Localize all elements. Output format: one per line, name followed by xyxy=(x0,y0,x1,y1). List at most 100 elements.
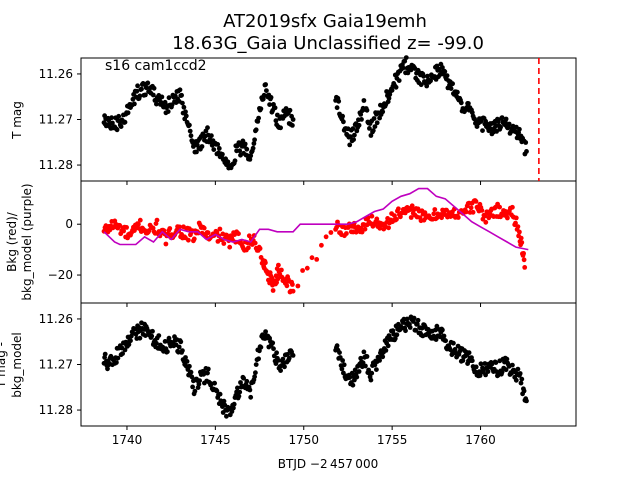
data-point xyxy=(244,146,250,152)
bkg-point xyxy=(521,251,526,256)
data-point xyxy=(156,333,162,338)
data-point xyxy=(510,362,515,368)
data-point xyxy=(433,327,438,333)
data-point xyxy=(367,125,372,131)
bkg-point xyxy=(121,228,126,234)
bkg-point xyxy=(290,282,295,287)
bkg-point xyxy=(124,225,129,230)
data-point xyxy=(369,370,375,376)
data-point xyxy=(205,370,210,376)
data-point xyxy=(523,140,529,145)
bkg-point xyxy=(217,226,223,232)
data-point xyxy=(237,148,243,154)
bkg-model-line xyxy=(103,187,529,251)
chart-title-line1: AT2019sfx Gaia19emh xyxy=(223,11,427,32)
data-point xyxy=(183,355,188,360)
data-point xyxy=(498,124,503,130)
data-point xyxy=(451,340,456,346)
bkg-point xyxy=(396,206,401,212)
data-point xyxy=(225,159,231,165)
data-point xyxy=(380,109,386,115)
data-point xyxy=(165,349,170,355)
data-point xyxy=(524,149,529,154)
data-point xyxy=(356,369,362,374)
data-point xyxy=(271,346,276,352)
data-point xyxy=(205,366,211,372)
data-point xyxy=(374,120,380,126)
data-point xyxy=(421,73,426,79)
bkg-point xyxy=(468,205,474,211)
data-point xyxy=(363,363,368,369)
bkg-point xyxy=(473,199,479,204)
data-point xyxy=(503,116,509,122)
data-point xyxy=(482,361,488,366)
bkg-point xyxy=(394,216,399,222)
data-point xyxy=(347,375,353,380)
bkg-point xyxy=(517,229,522,235)
bkg-point xyxy=(513,220,518,226)
data-point xyxy=(105,366,110,372)
data-point xyxy=(248,153,254,159)
data-point xyxy=(473,364,479,370)
data-point xyxy=(444,73,450,78)
data-point xyxy=(256,356,261,362)
data-point xyxy=(359,117,364,122)
data-point xyxy=(386,95,392,101)
data-point xyxy=(448,86,454,91)
data-point xyxy=(474,124,480,129)
bkg-point xyxy=(201,225,207,231)
data-point xyxy=(253,127,259,133)
data-point xyxy=(394,332,400,338)
bkg-point xyxy=(392,213,397,219)
data-point xyxy=(166,95,172,101)
bottom-ylabel-line2: bkg_model xyxy=(10,332,24,398)
bkg-point xyxy=(284,283,290,289)
data-point xyxy=(122,347,128,353)
data-point xyxy=(356,122,362,128)
bkg-point xyxy=(513,215,519,221)
data-point xyxy=(224,413,229,419)
bkg-point xyxy=(186,237,191,243)
bkg-point xyxy=(269,275,275,281)
data-point xyxy=(258,106,264,112)
data-point xyxy=(350,126,356,132)
x-tick-label: 1750 xyxy=(288,433,319,447)
bkg-point xyxy=(359,229,365,235)
x-tick-label: 1760 xyxy=(465,433,496,447)
data-point xyxy=(176,344,182,350)
data-point xyxy=(125,110,131,116)
bkg-point xyxy=(136,221,141,227)
data-point xyxy=(268,95,274,100)
data-point xyxy=(466,101,471,106)
y-tick-label: 11.28 xyxy=(39,403,73,417)
bkg-point xyxy=(518,235,524,241)
data-point xyxy=(183,113,189,119)
data-point xyxy=(518,380,524,386)
data-point xyxy=(263,82,268,87)
data-point xyxy=(215,142,221,147)
bkg-point xyxy=(167,226,173,231)
bkg-point xyxy=(407,207,413,213)
data-point xyxy=(334,343,340,349)
bkg-point xyxy=(463,209,469,215)
data-point xyxy=(339,366,345,372)
data-point xyxy=(159,94,165,100)
data-point xyxy=(392,336,398,341)
data-point xyxy=(187,122,192,128)
bkg-point xyxy=(323,234,329,240)
data-point xyxy=(122,119,128,125)
data-point xyxy=(165,109,171,114)
bkg-point xyxy=(319,242,324,248)
data-point xyxy=(354,374,360,380)
data-point xyxy=(443,338,448,344)
data-point xyxy=(389,87,395,93)
data-point xyxy=(524,398,529,404)
data-point xyxy=(515,366,521,372)
data-point xyxy=(194,149,199,155)
data-point xyxy=(368,377,374,383)
data-point xyxy=(149,333,155,339)
y-tick-label: −20 xyxy=(48,268,73,282)
data-point xyxy=(485,369,491,374)
data-point xyxy=(347,142,353,148)
bkg-point xyxy=(300,268,305,273)
